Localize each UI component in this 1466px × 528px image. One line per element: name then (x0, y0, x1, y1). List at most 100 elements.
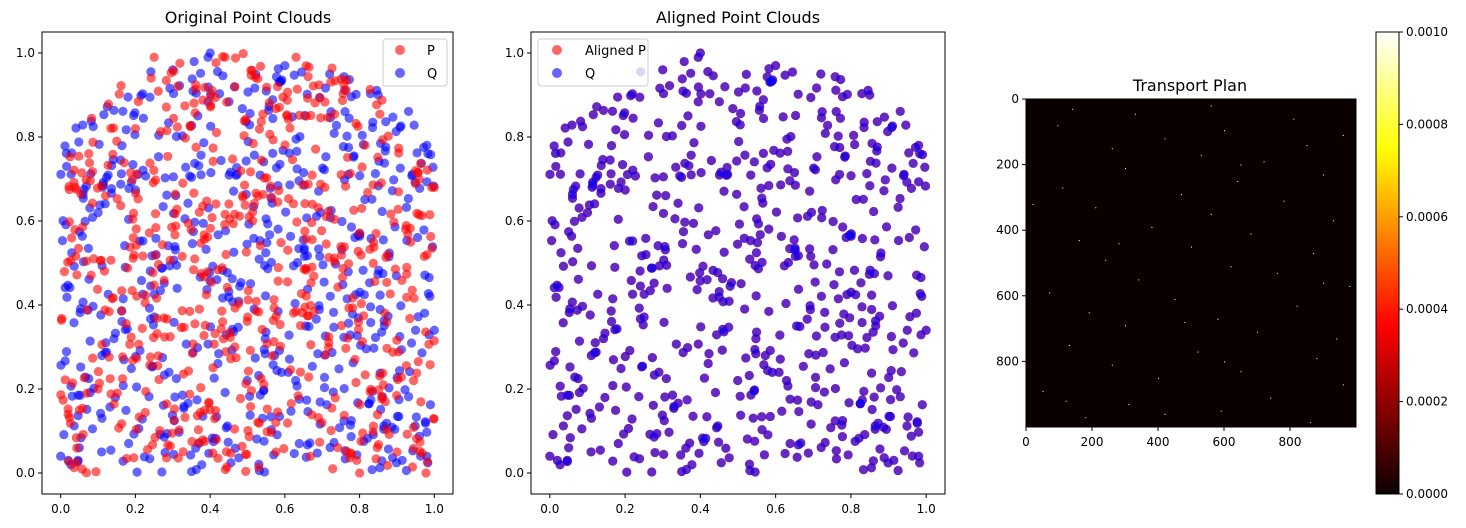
point-p (346, 449, 357, 459)
point-p (249, 198, 259, 209)
point-q (696, 121, 706, 131)
point-p (134, 339, 144, 349)
point-q (556, 391, 566, 401)
point-p (153, 259, 164, 270)
point-q (290, 298, 300, 309)
point-q (648, 201, 658, 212)
point-q (696, 322, 706, 332)
point-q (343, 318, 354, 328)
heatmap-cell (1224, 130, 1225, 132)
point-q (183, 398, 193, 408)
point-q (856, 278, 866, 288)
point-p (190, 319, 200, 329)
point-p (86, 270, 96, 280)
point-q (69, 318, 79, 328)
point-p (266, 181, 276, 191)
point-q (881, 222, 892, 232)
point-q (712, 330, 722, 340)
y-tick-label: 0.6 (16, 214, 35, 228)
heatmap-cell (1263, 161, 1265, 163)
point-q (699, 373, 710, 383)
point-q (177, 390, 188, 400)
point-q (739, 233, 749, 243)
point-q (822, 259, 832, 269)
point-q (775, 354, 785, 364)
point-q (828, 216, 838, 227)
point-q (95, 200, 105, 210)
point-q (186, 450, 196, 460)
point-q (695, 276, 705, 286)
point-p (356, 436, 366, 446)
point-q (172, 283, 182, 293)
point-p (185, 121, 195, 131)
point-q (803, 448, 813, 458)
point-p (327, 63, 337, 73)
point-p (354, 468, 365, 478)
heatmap-cells (1032, 105, 1351, 424)
point-q (628, 113, 638, 123)
point-q (895, 193, 905, 204)
point-q (887, 121, 898, 131)
point-p (381, 252, 391, 263)
heatmap-cell (1065, 400, 1067, 402)
point-p (100, 191, 111, 201)
point-p (369, 242, 379, 252)
point-q (806, 92, 816, 103)
point-p (291, 52, 301, 62)
legend: P Q (382, 38, 448, 87)
point-p (412, 208, 422, 218)
point-p (172, 122, 182, 132)
point-q (831, 85, 841, 95)
x-tick-label: 0.0 (540, 502, 559, 516)
point-q (793, 440, 803, 450)
point-q (764, 180, 774, 191)
point-p (65, 152, 75, 162)
point-q (319, 277, 329, 287)
point-p (272, 82, 283, 92)
point-q (693, 339, 703, 349)
point-p (241, 379, 251, 389)
point-p (243, 286, 253, 296)
point-p (307, 234, 317, 245)
point-q (423, 289, 434, 299)
point-q (901, 120, 911, 130)
point-q (596, 188, 606, 198)
point-p (92, 284, 103, 294)
point-q (346, 222, 357, 232)
point-p (89, 254, 99, 264)
x-tick-label: 1.0 (917, 502, 936, 516)
point-q (920, 162, 930, 172)
point-q (781, 298, 791, 309)
point-p (280, 140, 290, 150)
point-q (680, 217, 690, 227)
point-p (211, 435, 221, 445)
point-q (365, 302, 376, 312)
point-p (210, 328, 220, 339)
point-q (904, 232, 914, 243)
point-q (620, 351, 630, 362)
point-p (97, 339, 107, 350)
point-p (141, 290, 151, 300)
point-q (777, 406, 787, 416)
point-p (221, 447, 232, 457)
point-q (718, 274, 728, 284)
point-p (162, 126, 172, 136)
point-q (592, 102, 602, 112)
point-p (59, 267, 70, 277)
point-q (818, 347, 828, 358)
point-q (857, 89, 867, 99)
point-q (811, 83, 822, 93)
heatmap-cell (1323, 282, 1324, 284)
point-q (564, 390, 575, 400)
point-p (255, 61, 266, 71)
point-p (407, 285, 417, 295)
chart-title: Aligned Point Clouds (656, 8, 820, 27)
point-p (365, 84, 375, 95)
point-q (213, 230, 223, 240)
point-q (266, 257, 276, 267)
point-q (650, 173, 660, 183)
point-p (246, 65, 256, 75)
point-p (394, 143, 404, 153)
point-q (556, 248, 566, 258)
point-p (371, 228, 381, 239)
